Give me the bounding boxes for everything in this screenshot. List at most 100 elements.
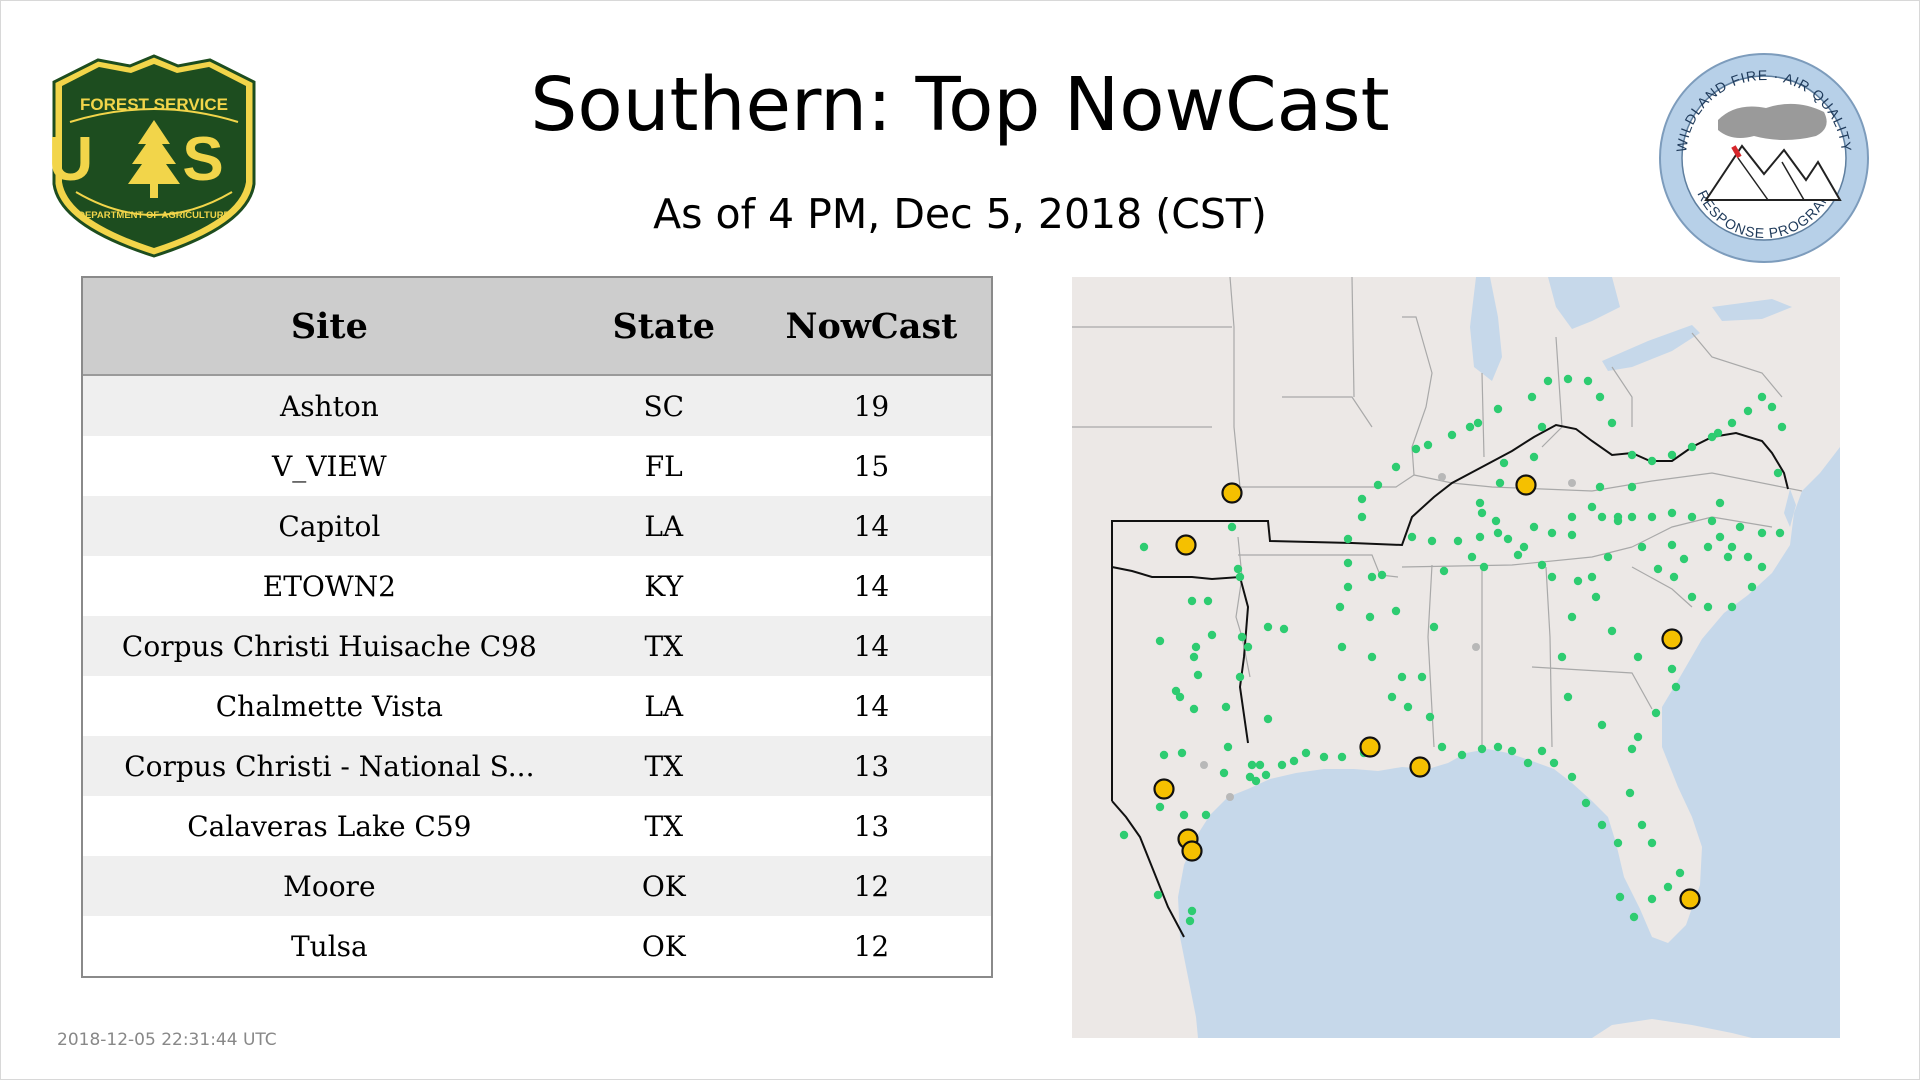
monitor-point <box>1613 512 1623 522</box>
monitor-point <box>1637 542 1647 552</box>
state-cell: TX <box>575 616 752 676</box>
monitor-point <box>1563 374 1573 384</box>
monitor-point <box>1453 536 1463 546</box>
fire-icon <box>1731 145 1742 159</box>
monitor-point <box>1627 744 1637 754</box>
logo-top-text: FOREST SERVICE <box>80 95 228 114</box>
top-site-marker <box>1679 888 1701 910</box>
monitor-point <box>1475 498 1485 508</box>
monitor-point <box>1301 748 1311 758</box>
monitor-point <box>1603 552 1613 562</box>
nowcast-cell: 14 <box>751 616 991 676</box>
monitor-point <box>1245 772 1255 782</box>
monitor-point <box>1233 564 1243 574</box>
table-row: Moore OK 12 <box>83 856 991 916</box>
monitor-point <box>1479 562 1489 572</box>
monitor-point <box>1237 632 1247 642</box>
monitor-point <box>1627 450 1637 460</box>
monitor-point <box>1527 392 1537 402</box>
monitor-point <box>1219 768 1229 778</box>
top-site-marker <box>1181 840 1203 862</box>
monitor-point <box>1667 508 1677 518</box>
monitor-point <box>1377 570 1387 580</box>
monitor-point <box>1175 692 1185 702</box>
monitor-point <box>1193 670 1203 680</box>
monitor-point <box>1457 750 1467 760</box>
column-header-nowcast: NowCast <box>751 278 991 376</box>
monitor-point <box>1713 428 1723 438</box>
monitor-point <box>1357 512 1367 522</box>
southern-region-map <box>1072 277 1840 1038</box>
monitor-point <box>1567 612 1577 622</box>
site-cell: Chalmette Vista <box>83 676 576 736</box>
monitor-point <box>1597 512 1607 522</box>
pine-tree-icon <box>128 120 180 184</box>
monitor-point <box>1243 642 1253 652</box>
monitor-point <box>1615 892 1625 902</box>
monitor-point <box>1227 522 1237 532</box>
table-row: V_VIEW FL 15 <box>83 436 991 496</box>
monitor-point <box>1667 664 1677 674</box>
offline-monitor-point <box>1438 473 1446 481</box>
monitor-point <box>1597 820 1607 830</box>
table-row: Corpus Christi - National S... TX 13 <box>83 736 991 796</box>
top-site-marker <box>1359 736 1381 758</box>
monitor-point <box>1387 692 1397 702</box>
nowcast-table: Site State NowCast Ashton SC 19 V_VIEW FL 15… <box>81 276 993 978</box>
monitor-point <box>1473 418 1483 428</box>
monitor-point <box>1687 442 1697 452</box>
monitor-point <box>1447 430 1457 440</box>
nowcast-cell: 14 <box>751 496 991 556</box>
nowcast-cell: 12 <box>751 916 991 976</box>
monitor-point <box>1613 838 1623 848</box>
monitor-point <box>1537 746 1547 756</box>
monitor-point <box>1263 714 1273 724</box>
site-cell: Corpus Christi - National S... <box>83 736 576 796</box>
monitor-point <box>1467 552 1477 562</box>
monitor-point <box>1519 542 1529 552</box>
monitor-point <box>1179 810 1189 820</box>
land-mass <box>1072 277 1840 1038</box>
monitor-point <box>1201 810 1211 820</box>
offline-monitor-point <box>1226 793 1234 801</box>
monitor-point <box>1425 712 1435 722</box>
monitor-point <box>1637 820 1647 830</box>
monitor-point <box>1177 748 1187 758</box>
nowcast-cell: 19 <box>751 375 991 436</box>
monitor-point <box>1153 890 1163 900</box>
generated-timestamp: 2018-12-05 22:31:44 UTC <box>57 1030 277 1050</box>
monitor-point <box>1707 432 1717 442</box>
monitor-point <box>1777 422 1787 432</box>
site-cell: V_VIEW <box>83 436 576 496</box>
monitor-points <box>1119 374 1787 926</box>
monitor-point <box>1723 552 1733 562</box>
monitor-point <box>1567 530 1577 540</box>
monitor-point <box>1529 452 1539 462</box>
monitor-point <box>1397 672 1407 682</box>
monitor-point <box>1591 592 1601 602</box>
monitor-point <box>1337 642 1347 652</box>
monitor-point <box>1139 542 1149 552</box>
monitor-point <box>1277 760 1287 770</box>
monitor-point <box>1563 692 1573 702</box>
monitor-point <box>1475 532 1485 542</box>
monitor-point <box>1607 626 1617 636</box>
monitor-point <box>1477 508 1487 518</box>
table-row: ETOWN2 KY 14 <box>83 556 991 616</box>
monitor-point <box>1503 534 1513 544</box>
monitor-point <box>1221 702 1231 712</box>
monitor-point <box>1437 742 1447 752</box>
monitor-point <box>1155 802 1165 812</box>
table-row: Tulsa OK 12 <box>83 916 991 976</box>
site-cell: Moore <box>83 856 576 916</box>
monitor-point <box>1407 532 1417 542</box>
monitor-point <box>1547 572 1557 582</box>
monitor-point <box>1343 582 1353 592</box>
monitor-point <box>1735 522 1745 532</box>
monitor-point <box>1743 552 1753 562</box>
page-subtitle: As of 4 PM, Dec 5, 2018 (CST) <box>653 190 1267 238</box>
top-site-marker <box>1661 628 1683 650</box>
monitor-point <box>1567 772 1577 782</box>
monitor-point <box>1429 622 1439 632</box>
monitor-point <box>1247 760 1257 770</box>
